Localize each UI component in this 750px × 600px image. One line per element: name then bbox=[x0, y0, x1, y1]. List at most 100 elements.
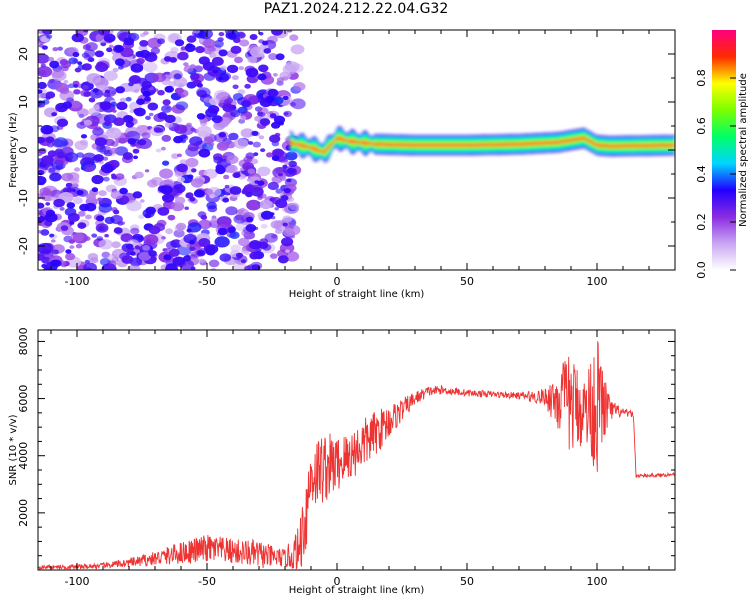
noise-blob bbox=[283, 112, 289, 116]
noise-blob bbox=[267, 181, 279, 191]
noise-blob bbox=[241, 100, 252, 108]
noise-blob bbox=[159, 168, 174, 179]
noise-blob bbox=[160, 146, 166, 151]
noise-blob bbox=[42, 99, 50, 105]
noise-blob bbox=[84, 164, 95, 172]
y-tick-label: 8000 bbox=[17, 327, 30, 355]
noise-blob bbox=[259, 199, 273, 210]
noise-blob bbox=[198, 238, 211, 247]
noise-blob bbox=[104, 216, 115, 225]
noise-blob bbox=[232, 84, 239, 90]
noise-blob bbox=[85, 214, 92, 220]
noise-blob bbox=[106, 47, 113, 53]
noise-blob bbox=[44, 212, 58, 223]
colorbar-tick-label: 0.8 bbox=[695, 69, 708, 87]
noise-blob bbox=[272, 148, 285, 158]
noise-blob bbox=[189, 197, 196, 202]
noise-blob bbox=[177, 51, 189, 61]
noise-blob bbox=[229, 186, 242, 195]
noise-blob bbox=[83, 119, 93, 126]
noise-blob bbox=[257, 111, 264, 117]
noise-blob bbox=[269, 113, 277, 119]
noise-blob bbox=[139, 49, 151, 59]
noise-blob bbox=[104, 138, 115, 147]
noise-blob bbox=[104, 89, 111, 94]
noise-blob bbox=[193, 189, 205, 198]
noise-blob bbox=[237, 106, 248, 114]
noise-blob bbox=[59, 207, 65, 211]
noise-blob bbox=[234, 172, 241, 178]
noise-blob bbox=[70, 100, 82, 109]
noise-blob bbox=[238, 237, 250, 247]
noise-blob bbox=[218, 132, 226, 138]
noise-blob bbox=[226, 164, 238, 174]
noise-blob bbox=[227, 32, 237, 40]
noise-blob bbox=[177, 89, 189, 98]
noise-blob bbox=[51, 68, 65, 79]
noise-blob bbox=[257, 166, 271, 177]
noise-blob bbox=[153, 88, 159, 92]
y-tick-label: -10 bbox=[17, 189, 30, 207]
noise-blob bbox=[45, 202, 51, 206]
noise-blob bbox=[282, 164, 288, 169]
noise-blob bbox=[56, 118, 69, 128]
noise-blob bbox=[38, 53, 50, 64]
noise-blob bbox=[143, 61, 158, 73]
noise-blob bbox=[244, 265, 252, 270]
noise-blob bbox=[191, 168, 197, 173]
noise-blob bbox=[196, 83, 203, 88]
colorbar-tick-label: 0.2 bbox=[695, 213, 708, 231]
noise-blob bbox=[113, 117, 125, 126]
noise-blob bbox=[284, 160, 290, 165]
noise-blob bbox=[139, 40, 149, 47]
noise-blob bbox=[273, 73, 278, 77]
noise-blob bbox=[183, 255, 191, 262]
noise-blob bbox=[184, 206, 189, 210]
noise-blob bbox=[175, 222, 187, 231]
noise-blob bbox=[84, 49, 96, 58]
noise-blob bbox=[150, 47, 161, 55]
noise-blob bbox=[100, 163, 114, 174]
noise-blob bbox=[240, 128, 254, 138]
noise-blob bbox=[111, 173, 116, 178]
noise-blob bbox=[120, 221, 126, 225]
noise-blob bbox=[289, 202, 300, 211]
noise-blob bbox=[129, 251, 136, 256]
noise-blob bbox=[164, 114, 176, 124]
noise-blob bbox=[198, 258, 206, 264]
noise-blob bbox=[113, 209, 120, 215]
noise-blob bbox=[109, 44, 114, 48]
noise-blob bbox=[195, 46, 205, 54]
noise-blob bbox=[119, 97, 127, 103]
noise-blob bbox=[70, 177, 80, 185]
noise-blob bbox=[249, 34, 258, 40]
noise-blob bbox=[262, 40, 269, 46]
noise-blob bbox=[86, 193, 96, 201]
noise-blob bbox=[63, 161, 69, 165]
noise-speckle bbox=[38, 30, 306, 270]
noise-blob bbox=[161, 104, 172, 113]
noise-blob bbox=[50, 259, 60, 267]
noise-blob bbox=[129, 75, 142, 84]
noise-blob bbox=[205, 244, 219, 254]
noise-blob bbox=[185, 192, 194, 199]
noise-blob bbox=[161, 134, 172, 142]
noise-blob bbox=[224, 184, 230, 189]
noise-blob bbox=[67, 212, 80, 222]
noise-blob bbox=[232, 261, 246, 270]
noise-blob bbox=[141, 132, 151, 139]
noise-blob bbox=[112, 109, 117, 113]
noise-blob bbox=[137, 139, 147, 146]
noise-blob bbox=[107, 260, 117, 268]
noise-blob bbox=[94, 50, 104, 58]
noise-blob bbox=[239, 115, 247, 121]
noise-blob bbox=[184, 43, 196, 53]
noise-blob bbox=[104, 234, 109, 238]
noise-blob bbox=[235, 223, 246, 231]
noise-blob bbox=[217, 227, 228, 236]
noise-blob bbox=[222, 103, 234, 112]
noise-blob bbox=[171, 153, 179, 159]
noise-blob bbox=[74, 140, 88, 151]
noise-blob bbox=[49, 60, 60, 69]
noise-blob bbox=[238, 66, 245, 71]
